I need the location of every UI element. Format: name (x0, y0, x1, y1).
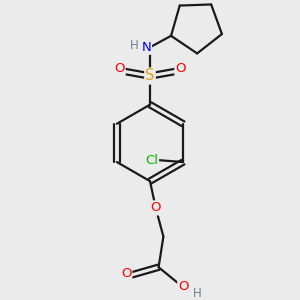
Text: H: H (193, 286, 201, 299)
Text: O: O (151, 201, 161, 214)
Text: O: O (114, 62, 125, 75)
Text: H: H (130, 39, 139, 52)
Text: O: O (121, 267, 131, 280)
Text: O: O (175, 62, 186, 75)
Text: O: O (178, 280, 189, 293)
Text: N: N (141, 41, 151, 54)
Text: Cl: Cl (145, 154, 158, 166)
Text: S: S (145, 68, 155, 83)
